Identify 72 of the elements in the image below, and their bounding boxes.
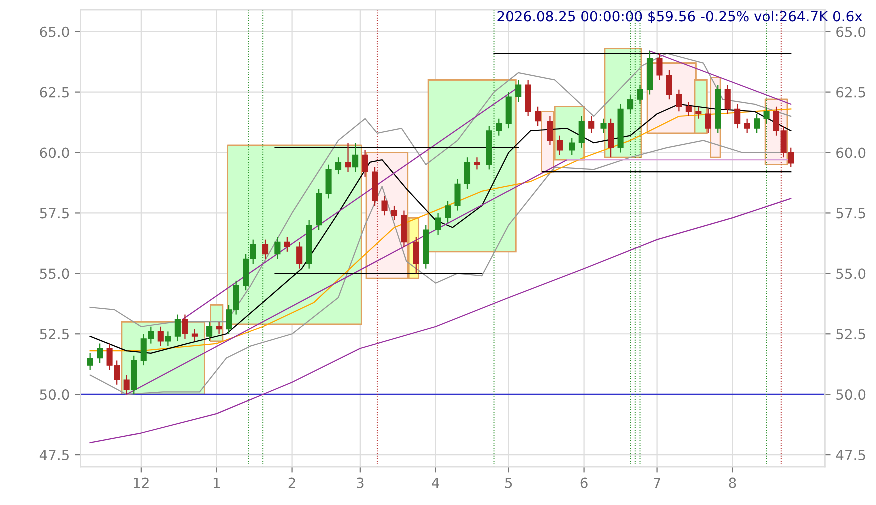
x-tick-label: 4 (432, 478, 440, 488)
x-tick-label: 2 (288, 478, 296, 488)
candlestick (464, 157, 471, 190)
y-tick-label: 47.5 (40, 450, 69, 461)
candlestick (686, 101, 692, 118)
x-tick-label: 8 (729, 478, 736, 488)
x-tick-label: 1 (214, 478, 220, 488)
candlestick (296, 242, 303, 270)
candlestick (454, 178, 461, 212)
x-tick-label: 12 (134, 478, 149, 488)
candlestick (445, 200, 452, 224)
candlestick (578, 116, 585, 148)
candlestick (336, 157, 342, 176)
line-series (90, 198, 792, 444)
y2-tick-label: 47.5 (836, 450, 866, 461)
candlestick (588, 116, 595, 134)
chart-title: 2026.08.25 00:00:00 $59.56 -0.25% vol:264.7K 0.6x (498, 10, 862, 24)
candlestick (158, 326, 164, 347)
y-tick-label: 60.0 (40, 148, 70, 158)
candlestick (600, 118, 607, 134)
candlestick (352, 142, 359, 173)
y-tick-label: 52.5 (40, 329, 69, 340)
candlestick (547, 116, 554, 146)
candlestick (754, 114, 760, 134)
y2-tick-label: 60.0 (836, 148, 866, 158)
candlestick (435, 212, 442, 236)
candlestick (474, 157, 480, 170)
candlestick (391, 205, 398, 222)
candlestick (174, 314, 181, 342)
candlestick (216, 321, 222, 335)
candlestick (556, 135, 563, 156)
candlestick (666, 70, 672, 100)
candlestick (413, 236, 420, 274)
x-tick-label: 5 (506, 478, 512, 488)
candlestick (192, 328, 198, 342)
candlestick (124, 374, 130, 396)
bar (428, 80, 517, 253)
y-tick-label: 62.5 (40, 87, 69, 98)
y2-tick-label: 55.0 (836, 268, 866, 280)
y-tick-label: 50.0 (40, 390, 70, 400)
candlestick (724, 84, 731, 115)
x-tick-label: 3 (357, 478, 364, 488)
candlestick (362, 150, 368, 178)
candlestick (97, 343, 104, 364)
y2-tick-label: 57.5 (836, 208, 866, 219)
candlestick (656, 53, 663, 81)
candlestick (744, 118, 750, 134)
y2-tick-label: 50.0 (836, 390, 866, 400)
candlestick (182, 314, 188, 340)
candlestick (569, 138, 576, 156)
y2-tick-label: 62.5 (836, 87, 866, 98)
candlestick (676, 89, 682, 112)
y2-tick-label: 65.0 (836, 26, 866, 38)
candlestick (262, 239, 269, 260)
candlestick (284, 236, 290, 252)
y-tick-label: 65.0 (40, 26, 70, 38)
candlestick (696, 106, 702, 120)
y2-tick-label: 52.5 (836, 329, 866, 340)
x-tick-label: 6 (580, 478, 588, 488)
x-tick-label: 7 (654, 478, 661, 488)
candlestick (734, 104, 741, 130)
candlestick (382, 196, 388, 216)
candlestick (165, 331, 172, 347)
candlestick (345, 142, 352, 173)
candlestick (274, 236, 281, 260)
y-tick-label: 57.5 (40, 208, 69, 219)
y-tick-label: 55.0 (40, 268, 70, 280)
candlestick (206, 321, 213, 342)
candlestick (705, 108, 712, 134)
candlestick (87, 352, 94, 371)
candlestick (535, 106, 542, 127)
candlestick (516, 80, 522, 103)
